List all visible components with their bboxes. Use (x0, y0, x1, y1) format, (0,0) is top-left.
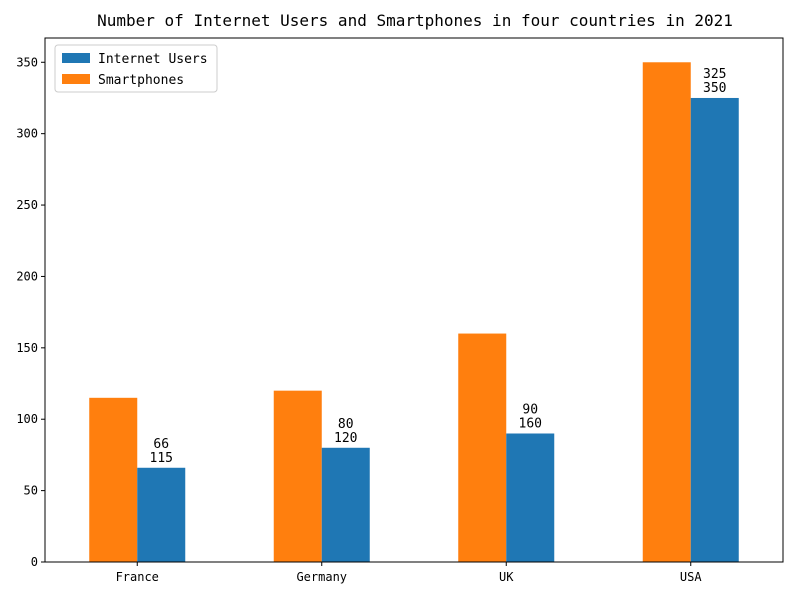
y-tick-label-100: 100 (16, 412, 38, 426)
bar-internet-users-germany (321, 447, 370, 562)
data-label-usa-1: 350 (703, 81, 726, 96)
legend-swatch-internet-users (62, 53, 90, 63)
x-axis: France Germany UK USA (116, 562, 702, 584)
legend-label-internet-users: Internet Users (98, 52, 208, 67)
data-label-france-0: 66 (153, 437, 169, 452)
y-tick-label-250: 250 (16, 198, 38, 212)
plot-frame (44, 37, 784, 563)
y-tick-label-350: 350 (16, 55, 38, 69)
y-tick-label-200: 200 (16, 269, 38, 283)
legend: Internet Users Smartphones (54, 44, 218, 93)
x-tick-label-france: France (116, 570, 159, 584)
bars-layer (89, 62, 739, 563)
y-tick-label-150: 150 (16, 341, 38, 355)
x-tick-label-uk: UK (499, 570, 514, 584)
data-label-germany-1: 120 (334, 431, 357, 446)
x-tick-label-usa: USA (680, 570, 702, 584)
bar-smartphones-germany (273, 390, 322, 562)
bar-internet-users-uk (506, 433, 555, 562)
data-label-germany-0: 80 (338, 417, 354, 432)
legend-swatch-smartphones (62, 74, 90, 84)
data-label-france-1: 115 (150, 451, 173, 466)
bar-internet-users-usa (690, 97, 739, 563)
data-label-usa-0: 325 (703, 67, 726, 82)
y-tick-label-0: 0 (31, 555, 38, 569)
legend-box (54, 44, 218, 93)
data-label-uk-1: 160 (519, 416, 542, 431)
bar-smartphones-france (89, 397, 138, 562)
bar-smartphones-uk (458, 333, 507, 562)
y-axis: 0 50 100 150 200 250 300 350 (16, 55, 45, 569)
y-tick-label-300: 300 (16, 127, 38, 141)
bar-internet-users-france (137, 467, 186, 562)
y-tick-label-50: 50 (24, 484, 38, 498)
x-tick-label-germany: Germany (296, 570, 347, 584)
chart-title: Number of Internet Users and Smartphones… (97, 11, 733, 30)
legend-label-smartphones: Smartphones (98, 73, 184, 88)
data-label-uk-0: 90 (522, 402, 538, 417)
bar-smartphones-usa (642, 62, 691, 562)
